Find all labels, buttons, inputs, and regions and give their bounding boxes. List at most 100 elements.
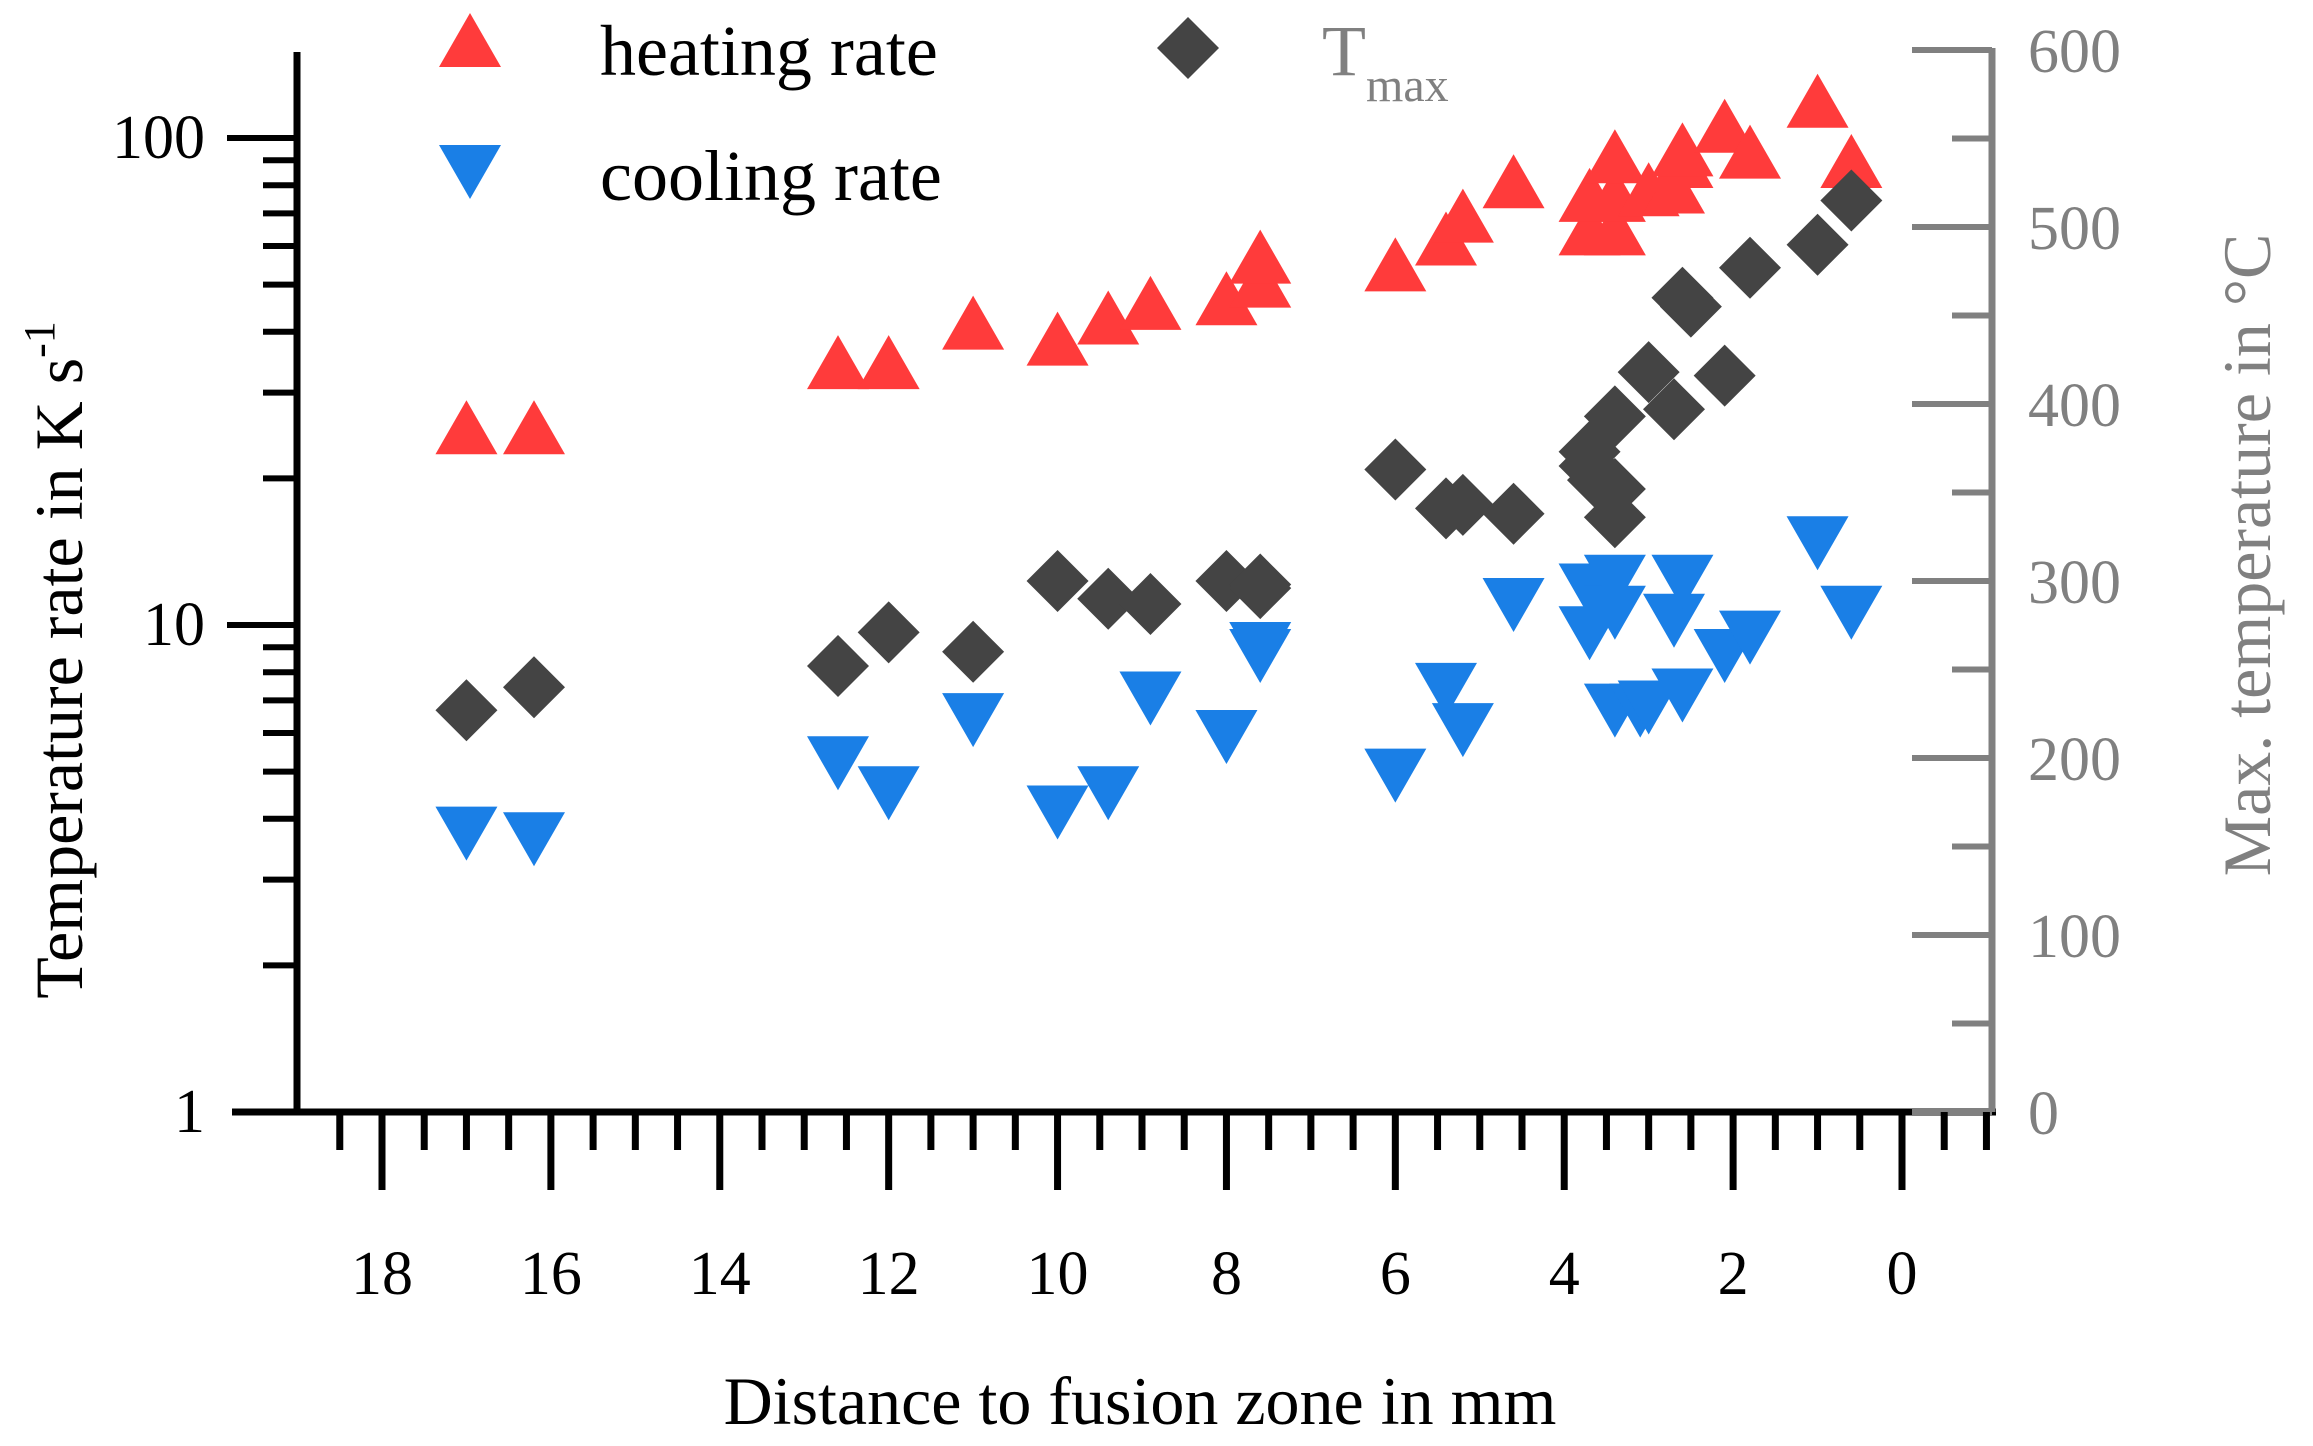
- heating-rate-point: [857, 335, 920, 390]
- y2-tick-label: 400: [2028, 372, 2121, 440]
- cooling-rate-point: [1026, 785, 1089, 840]
- x-tick-label: 8: [1211, 1240, 1242, 1308]
- x-tick-label: 18: [351, 1240, 413, 1308]
- cooling-rate-point: [807, 736, 869, 791]
- heating-rate-point: [1077, 290, 1140, 345]
- heating-rate-point: [1119, 275, 1182, 330]
- tmax-point: [1786, 213, 1849, 276]
- heating-rate-point: [1786, 73, 1849, 128]
- cooling-rate-point: [1415, 662, 1477, 717]
- legend-label: Tmax: [1322, 11, 1449, 112]
- data-points: [435, 73, 1883, 867]
- cooling-rate-point: [1229, 621, 1292, 676]
- y-tick-label: 10: [143, 591, 205, 659]
- tmax-point: [1364, 438, 1427, 501]
- cooling-rate-point: [1583, 554, 1646, 609]
- legend-marker-triangle-down: [439, 145, 501, 199]
- heating-rate-point: [1482, 154, 1545, 209]
- y-tick-label: 1: [174, 1078, 205, 1146]
- tmax-point: [1077, 567, 1140, 630]
- heating-rate-point: [1583, 201, 1646, 256]
- x-tick-label: 10: [1027, 1240, 1089, 1308]
- cooling-rate-point: [1651, 668, 1714, 723]
- cooling-rate-point: [435, 806, 498, 861]
- heating-rate-point: [807, 335, 869, 390]
- heating-rate-point: [1364, 237, 1427, 292]
- tmax-point: [1719, 236, 1781, 299]
- tmax-point: [435, 679, 498, 742]
- cooling-rate-point: [1431, 703, 1494, 758]
- y2-tick-label: 200: [2028, 726, 2121, 794]
- y2-tick-label: 100: [2028, 903, 2121, 971]
- legend-label: heating rate: [600, 11, 938, 91]
- tmax-point: [807, 634, 869, 697]
- legend-marker-diamond: [1157, 17, 1219, 79]
- tmax-point: [942, 620, 1005, 683]
- heating-rate-point: [1693, 98, 1756, 153]
- tmax-point: [1617, 341, 1680, 404]
- cooling-rate-point: [1643, 593, 1705, 648]
- x-tick-label: 2: [1718, 1240, 1749, 1308]
- cooling-rate-point: [942, 693, 1005, 748]
- legend-label-subscript: max: [1366, 59, 1449, 112]
- axis-labels: 1 10 100 0 100 200 300 400 500 600 18 16 14 12 10 8 6 4 2 0…: [15, 18, 2285, 1439]
- tmax-point: [1643, 378, 1705, 441]
- tmax-point: [1482, 482, 1545, 545]
- y2-axis-title: Max. temperature in °C: [2209, 234, 2285, 877]
- series-diamond: [435, 169, 1883, 742]
- heating-rate-point: [1820, 134, 1883, 189]
- cooling-rate-point: [1820, 585, 1883, 640]
- cooling-rate-point: [1617, 680, 1680, 735]
- tmax-point: [1431, 473, 1494, 536]
- y2-tick-label: 500: [2028, 195, 2121, 263]
- tmax-point: [1659, 275, 1722, 338]
- x-tick-label: 12: [858, 1240, 920, 1308]
- legend: heating rate cooling rate Tmax: [439, 11, 1449, 216]
- tmax-point: [1820, 169, 1883, 232]
- cooling-rate-point: [1119, 671, 1182, 726]
- cooling-rate-point: [1651, 554, 1714, 609]
- y-axis-title-superscript: -1: [15, 321, 64, 358]
- tmax-point: [1229, 557, 1292, 620]
- y2-tick-label: 600: [2028, 18, 2121, 86]
- cooling-rate-point: [1482, 578, 1545, 633]
- x-axis-title: Distance to fusion zone in mm: [724, 1363, 1557, 1439]
- y-tick-label: 100: [112, 104, 205, 172]
- y2-tick-label: 0: [2028, 1080, 2059, 1148]
- cooling-rate-point: [1077, 766, 1140, 821]
- heating-rate-point: [1651, 122, 1714, 177]
- heating-rate-point: [435, 400, 498, 455]
- legend-label: cooling rate: [600, 136, 942, 216]
- tmax-point: [1026, 550, 1089, 612]
- tmax-point: [1583, 385, 1646, 448]
- heating-rate-point: [1431, 188, 1494, 243]
- heating-rate-point: [1195, 271, 1258, 326]
- x-tick-label: 4: [1549, 1240, 1580, 1308]
- y2-tick-label: 300: [2028, 549, 2121, 617]
- cooling-rate-point: [503, 812, 565, 867]
- tmax-point: [1583, 486, 1646, 549]
- legend-marker-triangle-up: [439, 13, 501, 67]
- x-tick-label: 6: [1380, 1240, 1411, 1308]
- axes: [227, 47, 1996, 1190]
- heating-rate-point: [1719, 124, 1781, 179]
- y-axis-title: Temperature rate in K s-1: [15, 321, 97, 999]
- cooling-rate-point: [1195, 710, 1258, 765]
- heating-rate-point: [1026, 311, 1089, 366]
- heating-rate-point: [942, 295, 1005, 350]
- series-triangle-down: [435, 516, 1883, 867]
- x-tick-label: 14: [689, 1240, 751, 1308]
- tmax-point: [1693, 344, 1756, 407]
- cooling-rate-point: [857, 766, 920, 821]
- x-tick-label: 16: [520, 1240, 582, 1308]
- heating-rate-point: [1583, 129, 1646, 184]
- heating-rate-point: [1229, 229, 1292, 284]
- tmax-point: [857, 601, 920, 664]
- series-triangle-up: [435, 73, 1883, 455]
- cooling-rate-point: [1364, 748, 1427, 803]
- x-tick-label: 0: [1887, 1240, 1918, 1308]
- cooling-rate-point: [1719, 610, 1781, 665]
- cooling-rate-point: [1583, 585, 1646, 640]
- tmax-point: [1119, 573, 1182, 636]
